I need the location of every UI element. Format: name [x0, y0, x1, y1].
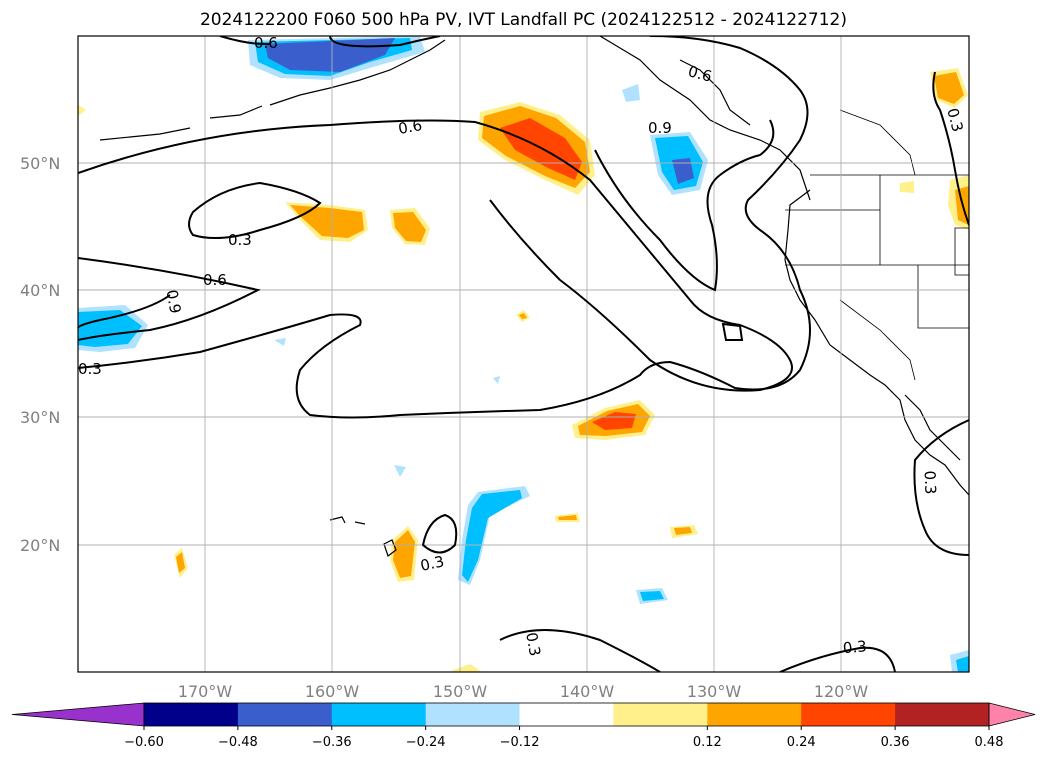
colorbar-tick-label: 0.24 — [787, 735, 816, 750]
lon-tick-label: 140°W — [560, 682, 615, 701]
lon-tick-labels: 170°W 160°W 150°W 140°W 130°W 120°W — [178, 682, 869, 701]
contour-label: 0.3 — [522, 631, 544, 658]
colorbar-tick-labels: −0.60 −0.48 −0.36 −0.24 −0.12 0.12 0.24 0.36 0.4… — [124, 726, 1004, 750]
contour-label: 0.3 — [921, 470, 940, 494]
contour-label: 0.6 — [397, 116, 424, 138]
lat-tick-label: 30°N — [20, 408, 60, 427]
colorbar-frame — [143, 702, 990, 727]
contour-label: 0.3 — [419, 552, 446, 575]
contour-label: 0.6 — [254, 34, 278, 52]
colorbar — [11, 702, 1036, 727]
map-title: 2024122200 F060 500 hPa PV, IVT Landfall… — [199, 10, 847, 30]
colorbar-extend-high — [988, 702, 1036, 727]
contour-label: 0.6 — [686, 62, 714, 86]
pv-contours — [78, 36, 969, 672]
colorbar-bin — [801, 703, 896, 726]
contour-label: 0.9 — [163, 288, 185, 315]
lat-tick-label: 40°N — [20, 281, 60, 300]
colorbar-bin — [895, 703, 990, 726]
lat-tick-labels: 50°N 40°N 30°N 20°N — [20, 154, 60, 555]
colorbar-bin — [144, 703, 239, 726]
colorbar-tick-label: −0.24 — [406, 735, 446, 750]
contour-label: 0.3 — [78, 360, 102, 378]
gridlines — [78, 36, 969, 672]
lon-tick-label: 130°W — [687, 682, 742, 701]
contour-label: 0.3 — [943, 106, 967, 134]
colorbar-tick-label: 0.12 — [693, 735, 722, 750]
contour-label: 0.3 — [842, 637, 867, 657]
contour-label: 0.9 — [648, 119, 672, 137]
borders — [785, 109, 969, 381]
contour-label: 0.3 — [228, 231, 252, 249]
plot-frame — [77, 35, 970, 673]
colorbar-bin — [519, 703, 614, 726]
contour-labels: 0.6 0.6 0.9 0.6 0.3 0.6 0.9 0.3 0.3 0.3 … — [78, 34, 967, 658]
contour-label: 0.6 — [203, 271, 227, 289]
colorbar-tick-label: −0.60 — [124, 735, 164, 750]
lat-tick-label: 50°N — [20, 154, 60, 173]
colorbar-tick-label: −0.48 — [218, 735, 258, 750]
colorbar-tick-label: 0.36 — [881, 735, 910, 750]
colorbar-tick-label: 0.48 — [975, 735, 1004, 750]
colorbar-bin — [613, 703, 708, 726]
colorbar-tick-label: −0.12 — [500, 735, 540, 750]
colorbar-bin — [331, 703, 427, 726]
lon-tick-label: 160°W — [305, 682, 360, 701]
colorbar-tick-label: −0.36 — [312, 735, 352, 750]
colorbar-bin — [425, 703, 521, 726]
map-plot-area: 0.6 0.6 0.9 0.6 0.3 0.6 0.9 0.3 0.3 0.3 … — [78, 34, 969, 672]
lon-tick-label: 150°W — [433, 682, 488, 701]
pv-shading — [78, 36, 969, 672]
colorbar-bin — [237, 703, 333, 726]
lon-tick-label: 170°W — [178, 682, 233, 701]
colorbar-bin — [707, 703, 802, 726]
colorbar-extend-low — [11, 702, 145, 727]
lat-tick-label: 20°N — [20, 536, 60, 555]
lon-tick-label: 120°W — [814, 682, 869, 701]
